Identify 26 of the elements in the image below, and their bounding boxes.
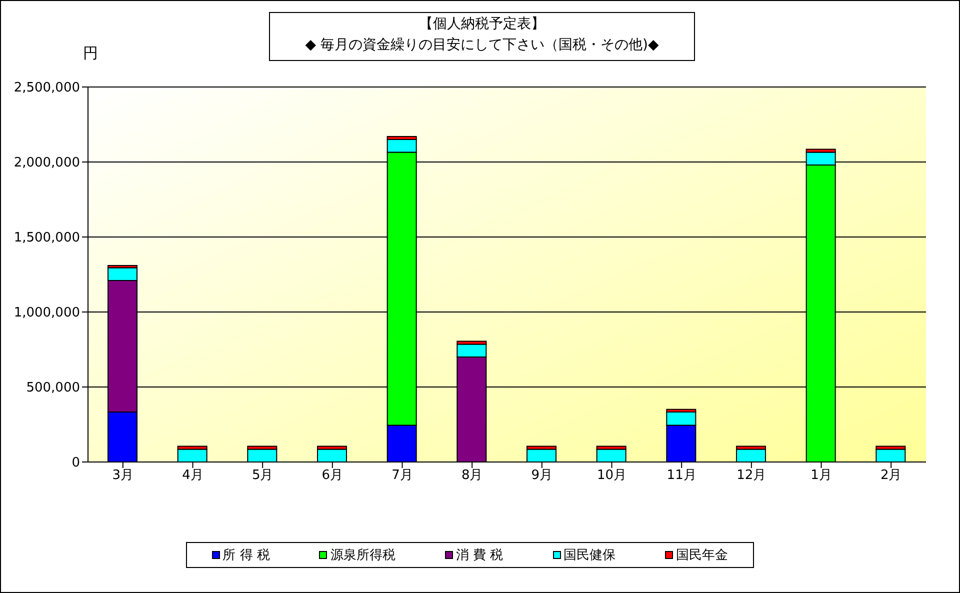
legend-label: 所 得 税 xyxy=(222,547,270,564)
legend-label: 国民健保 xyxy=(564,547,616,564)
x-tick-label: 1月 xyxy=(810,468,832,484)
y-tick-label: 0 xyxy=(72,456,80,471)
legend-label: 消 費 税 xyxy=(456,547,504,564)
y-axis-title: 円 xyxy=(83,44,98,63)
x-tick-label: 4月 xyxy=(182,468,204,484)
y-tick-label: 500,000 xyxy=(26,380,80,396)
x-tick-label: 12月 xyxy=(736,468,766,484)
x-tick-label: 6月 xyxy=(322,468,344,484)
y-tick-label: 2,500,000 xyxy=(14,80,80,96)
x-tick-label: 8月 xyxy=(461,468,483,484)
x-tick-label: 7月 xyxy=(392,468,413,484)
x-tick-label: 2月 xyxy=(880,468,902,484)
x-tick-label: 9月 xyxy=(531,468,553,484)
chart-subtitle: ◆ 毎月の資金繰りの目安にして下さい（国税・その他)◆ xyxy=(304,36,660,55)
legend-label: 源泉所得税 xyxy=(330,547,396,564)
legend-label: 国民年金 xyxy=(676,547,728,564)
x-tick-label: 11月 xyxy=(666,468,696,484)
x-tick-label: 3月 xyxy=(112,468,134,484)
y-tick-label: 2,000,000 xyxy=(14,156,80,171)
x-tick-label: 5月 xyxy=(252,468,274,484)
chart-title: 【個人納税予定表】 xyxy=(418,15,546,34)
y-tick-label: 1,000,000 xyxy=(14,306,80,321)
x-tick-label: 10月 xyxy=(596,468,627,484)
y-tick-label: 1,500,000 xyxy=(14,230,80,246)
